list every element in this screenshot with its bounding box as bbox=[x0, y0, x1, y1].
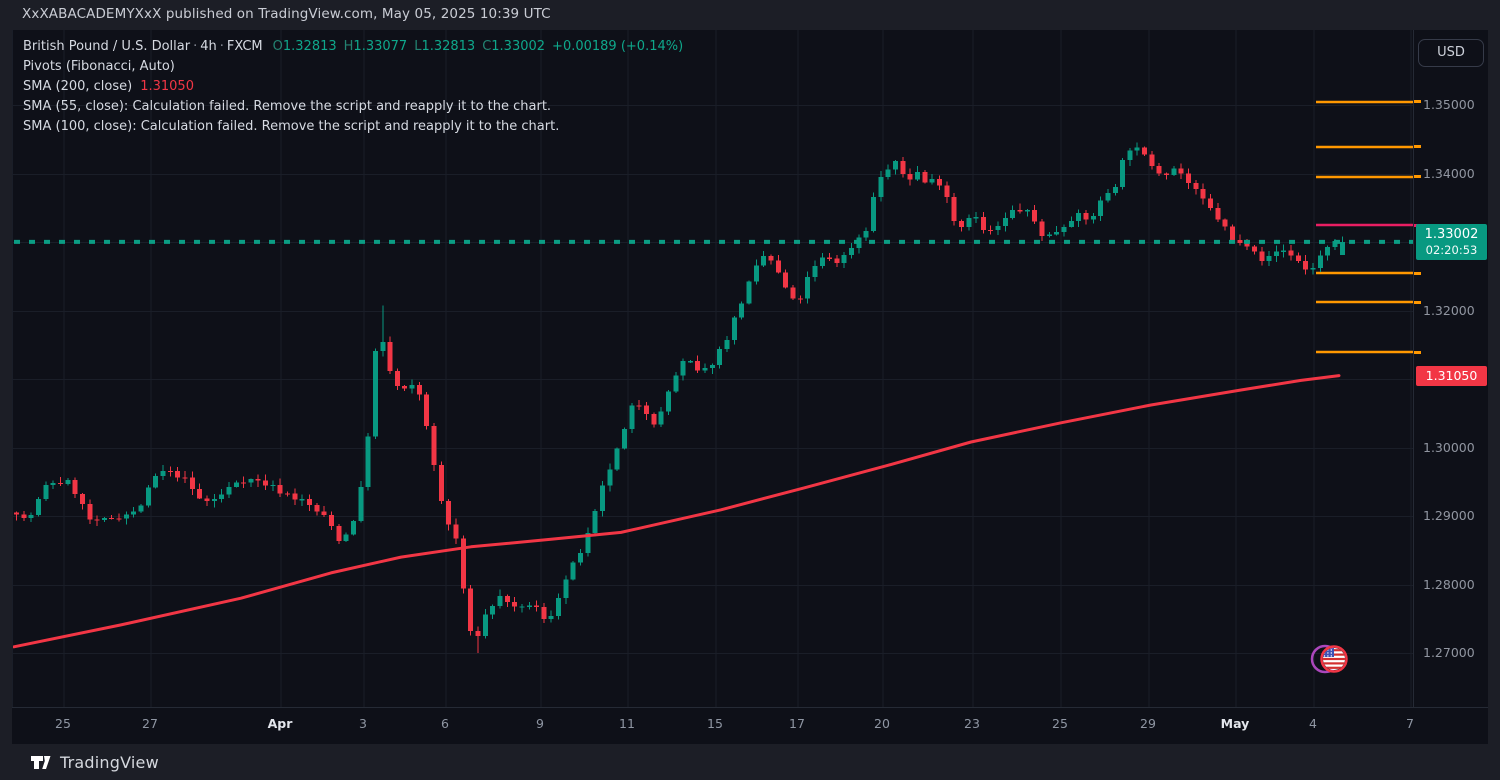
time-tick-label: 6 bbox=[441, 716, 449, 731]
fib-pivot-lines bbox=[1316, 100, 1414, 354]
time-tick-label: 9 bbox=[536, 716, 544, 731]
chart-container: British Pound / U.S. Dollar · 4h · FXCM O1.32… bbox=[12, 30, 1488, 744]
time-tick-month-label: May bbox=[1220, 716, 1250, 731]
chart-plot-area[interactable]: British Pound / U.S. Dollar · 4h · FXCM O1.32… bbox=[12, 30, 1414, 707]
change-value: +0.00189 (+0.14%) bbox=[552, 39, 684, 54]
indicator-row-sma200[interactable]: SMA (200, close) 1.31050 bbox=[23, 79, 194, 94]
high-value: 1.33077 bbox=[353, 39, 408, 54]
publish-bar: XxXABACADEMYXxX published on TradingView… bbox=[0, 0, 1500, 30]
pivot-axis-mark bbox=[1414, 175, 1421, 179]
symbol-title-row[interactable]: British Pound / U.S. Dollar · 4h · FXCM O1.32… bbox=[23, 39, 684, 54]
pivot-axis-mark bbox=[1414, 145, 1421, 149]
current-price-value: 1.33002 bbox=[1424, 226, 1479, 242]
sma200-line bbox=[13, 374, 1341, 649]
open-value: 1.32813 bbox=[282, 39, 337, 54]
price-tick-label: 1.27000 bbox=[1423, 645, 1475, 660]
time-tick-label: 3 bbox=[359, 716, 367, 731]
price-tick-label: 1.28000 bbox=[1423, 576, 1475, 592]
time-axis[interactable]: 25 27 Apr 3 6 9 11 15 17 20 23 25 29 May 4 7 bbox=[12, 707, 1488, 744]
pivot-axis-mark bbox=[1414, 300, 1421, 304]
time-tick-label: 23 bbox=[964, 716, 980, 731]
time-tick-month-label: Apr bbox=[267, 716, 293, 731]
tradingview-brand-text: TradingView bbox=[60, 752, 159, 772]
tradingview-logo-icon bbox=[31, 756, 51, 769]
sma200-value: 1.31050 bbox=[140, 79, 194, 94]
time-tick-label: 20 bbox=[874, 716, 890, 731]
indicator-row-sma55-error[interactable]: SMA (55, close): Calculation failed. Rem… bbox=[23, 99, 552, 114]
time-tick-label: 7 bbox=[1406, 716, 1414, 731]
pivot-axis-mark bbox=[1414, 100, 1421, 104]
price-tick-label: 1.30000 bbox=[1423, 439, 1475, 455]
tradingview-brand-link[interactable]: TradingView bbox=[30, 751, 159, 773]
price-tick-label: 1.35000 bbox=[1423, 97, 1475, 112]
close-value: 1.33002 bbox=[491, 39, 546, 54]
price-tick-label: 1.34000 bbox=[1423, 165, 1475, 181]
economic-event-icon[interactable] bbox=[1310, 644, 1348, 674]
time-tick-label: 15 bbox=[707, 716, 723, 731]
footer-bar: TradingView bbox=[0, 744, 1500, 780]
time-tick-label: 29 bbox=[1140, 716, 1156, 731]
exchange-label: FXCM bbox=[226, 39, 263, 54]
candlestick-chart[interactable] bbox=[13, 30, 1414, 707]
bar-countdown: 02:20:53 bbox=[1425, 242, 1478, 257]
pivot-axis-mark bbox=[1414, 350, 1421, 354]
indicator-row-sma100-error[interactable]: SMA (100, close): Calculation failed. Re… bbox=[23, 119, 560, 134]
time-tick-label: 17 bbox=[789, 716, 805, 731]
interval-label: 4h bbox=[200, 39, 217, 54]
current-price-badge: 1.33002 02:20:53 bbox=[1416, 223, 1487, 260]
time-tick-label: 25 bbox=[55, 716, 71, 731]
time-tick-label: 27 bbox=[142, 716, 158, 731]
indicator-row-pivots[interactable]: Pivots (Fibonacci, Auto) bbox=[23, 59, 175, 74]
price-tick-label: 1.32000 bbox=[1423, 302, 1475, 318]
symbol-title: British Pound / U.S. Dollar bbox=[23, 39, 191, 54]
currency-toggle-button[interactable]: USD bbox=[1418, 39, 1484, 67]
sma200-price-badge: 1.31050 bbox=[1416, 365, 1487, 386]
time-tick-label: 25 bbox=[1052, 716, 1068, 731]
pivot-axis-mark bbox=[1414, 271, 1421, 275]
low-value: 1.32813 bbox=[421, 39, 476, 54]
time-tick-label: 4 bbox=[1309, 716, 1317, 731]
chart-legend: British Pound / U.S. Dollar · 4h · FXCM O1.32… bbox=[23, 37, 683, 137]
grid-lines bbox=[13, 30, 1414, 707]
price-axis[interactable]: USD 1.33002 02:20:53 1.31050 1.35000 1.34… bbox=[1413, 30, 1488, 744]
candles-layer bbox=[14, 142, 1345, 653]
ohlc-readout: O1.32813 H1.33077 L1.32813 C1.33002 +0.00189… bbox=[272, 39, 684, 54]
price-tick-label: 1.29000 bbox=[1423, 508, 1475, 523]
time-tick-label: 11 bbox=[619, 716, 635, 731]
publish-watermark: XxXABACADEMYXxX published on TradingView… bbox=[22, 6, 551, 22]
